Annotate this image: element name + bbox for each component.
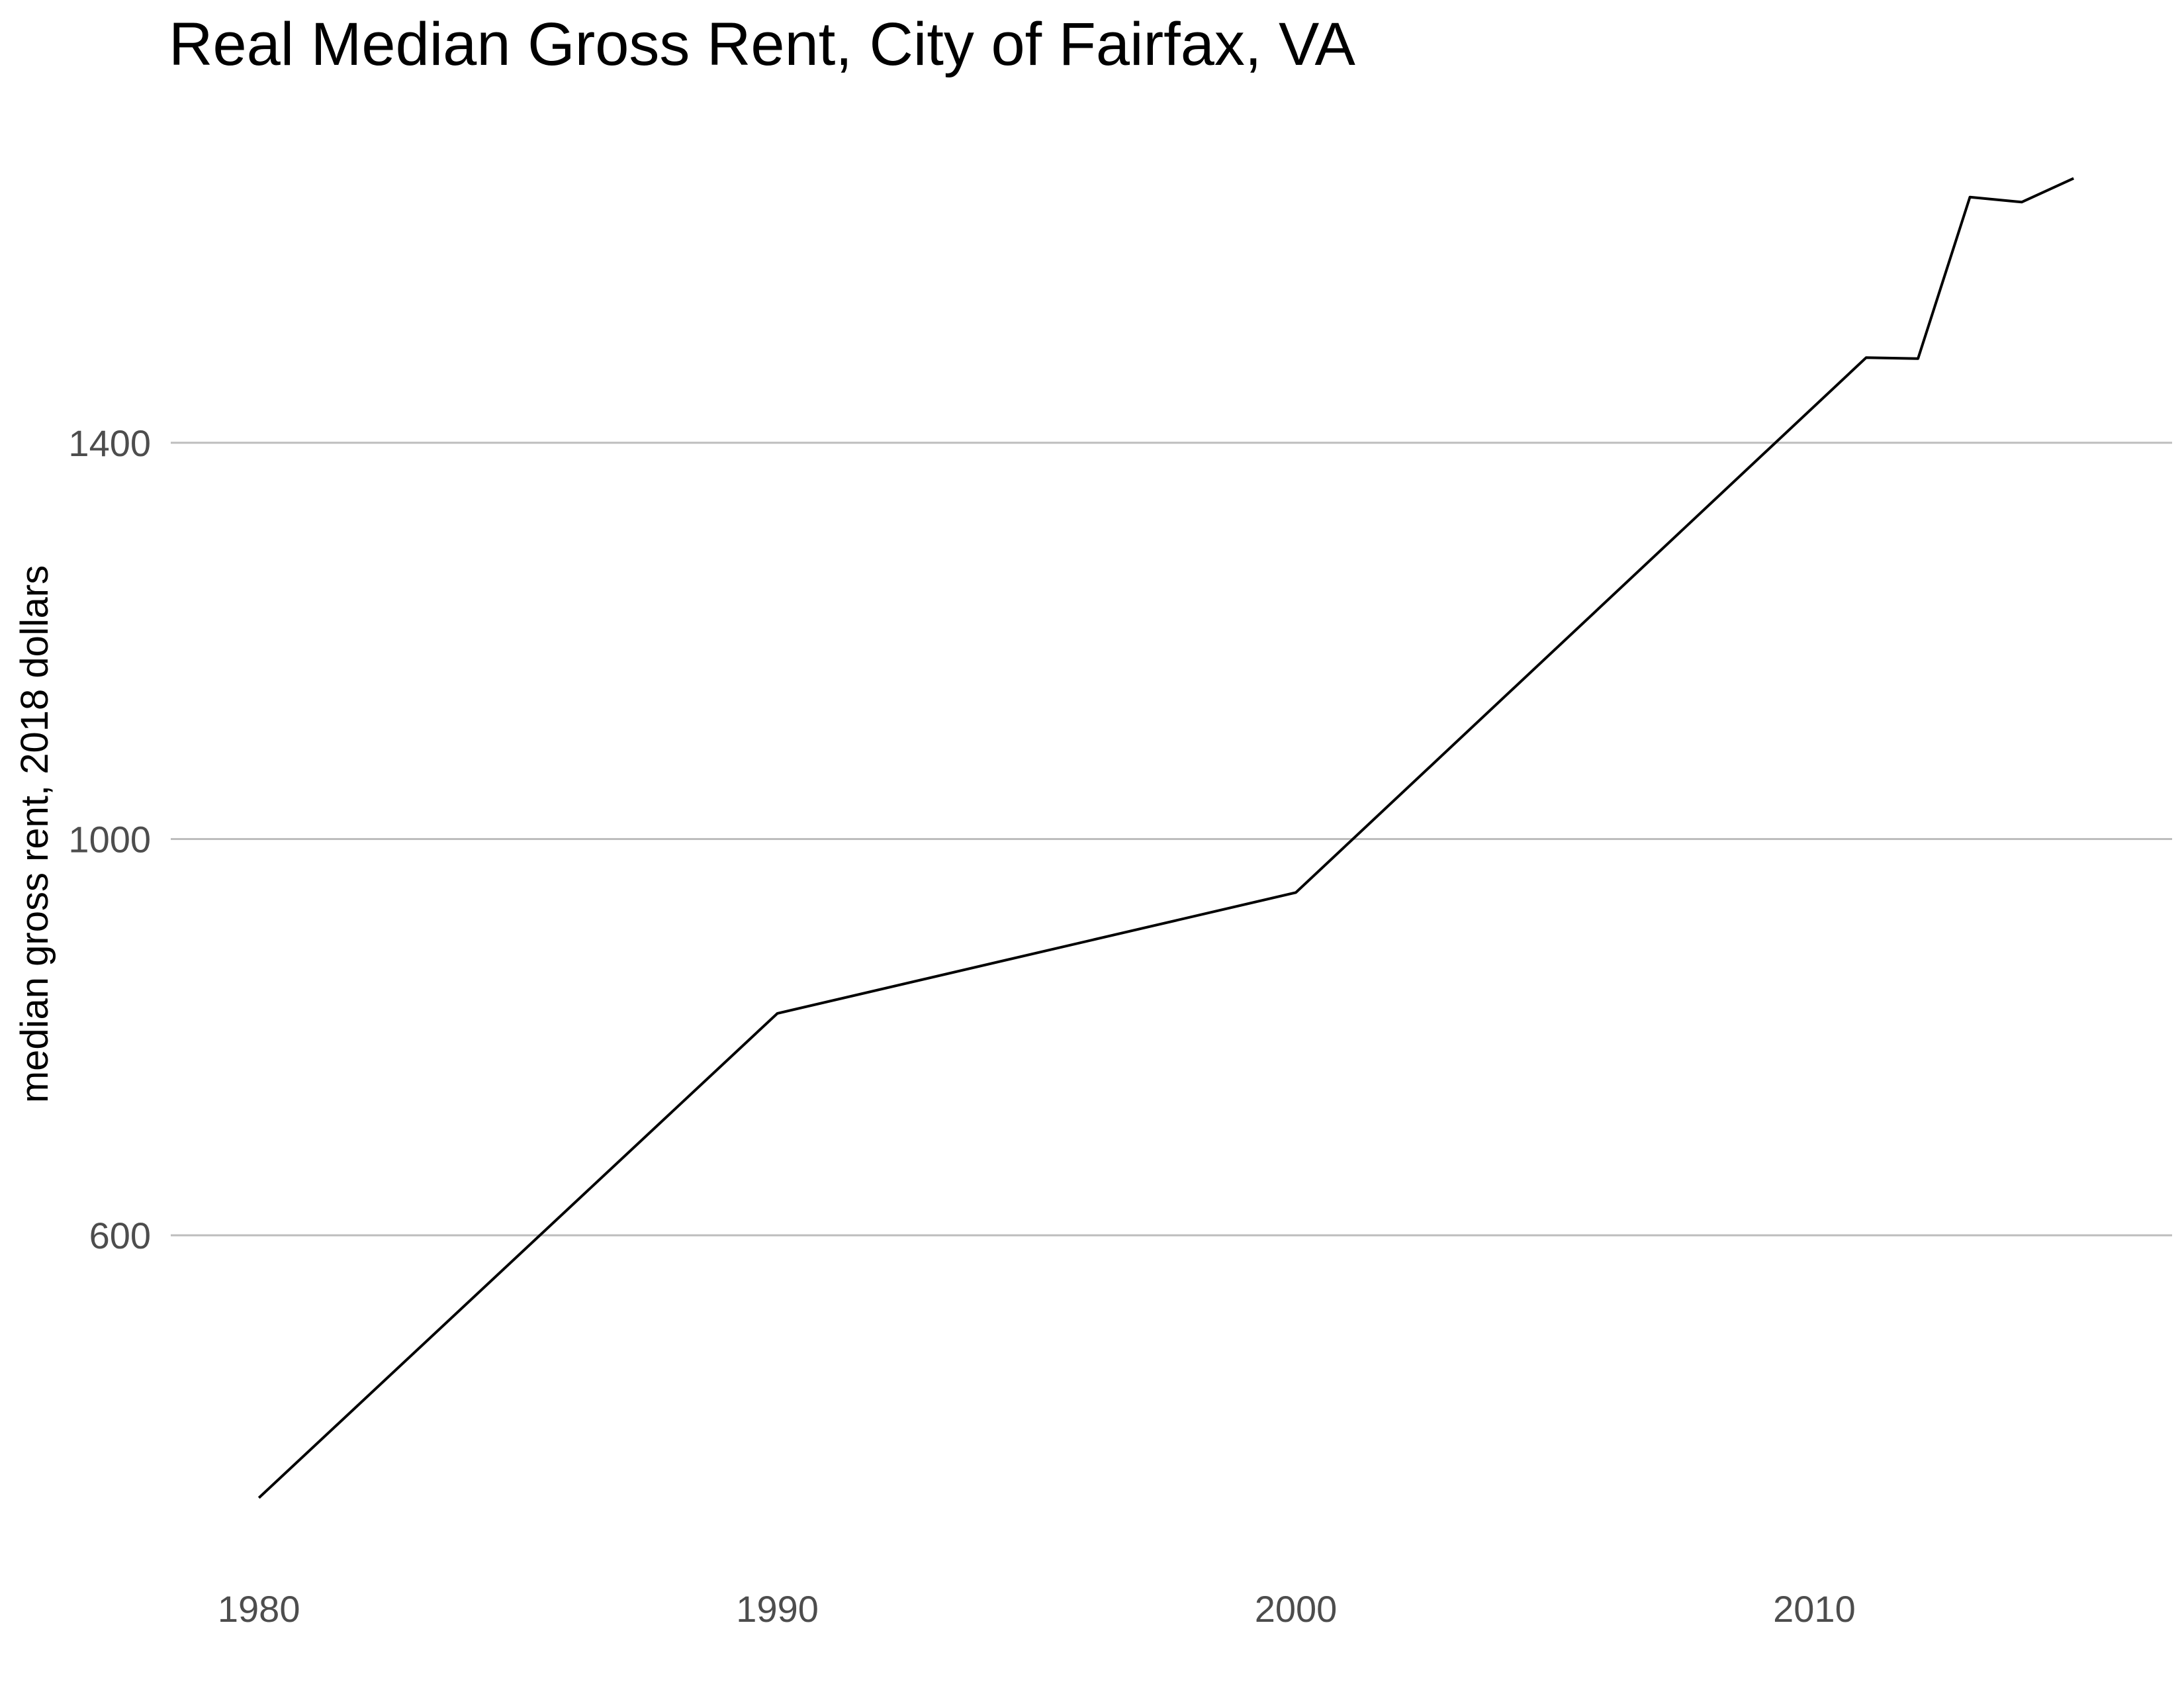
y-tick-label: 1000 bbox=[68, 819, 151, 861]
series-layer bbox=[257, 177, 2075, 1499]
y-tick-label: 600 bbox=[89, 1215, 151, 1256]
chart-title: Real Median Gross Rent, City of Fairfax,… bbox=[169, 11, 1356, 78]
y-axis-label: median gross rent, 2018 dollars bbox=[13, 565, 56, 1103]
x-tick-label: 1980 bbox=[218, 1588, 300, 1630]
series-line bbox=[257, 177, 2075, 1499]
x-tick-label: 2000 bbox=[1255, 1588, 1338, 1630]
y-tick-label: 1400 bbox=[68, 422, 151, 464]
x-axis-ticks: 1980 1990 2000 2010 bbox=[218, 1588, 1856, 1630]
y-axis-ticks: 600 1000 1400 bbox=[68, 422, 151, 1256]
x-tick-label: 2010 bbox=[1773, 1588, 1856, 1630]
gridlines bbox=[171, 442, 2172, 1237]
x-tick-label: 1990 bbox=[736, 1588, 819, 1630]
